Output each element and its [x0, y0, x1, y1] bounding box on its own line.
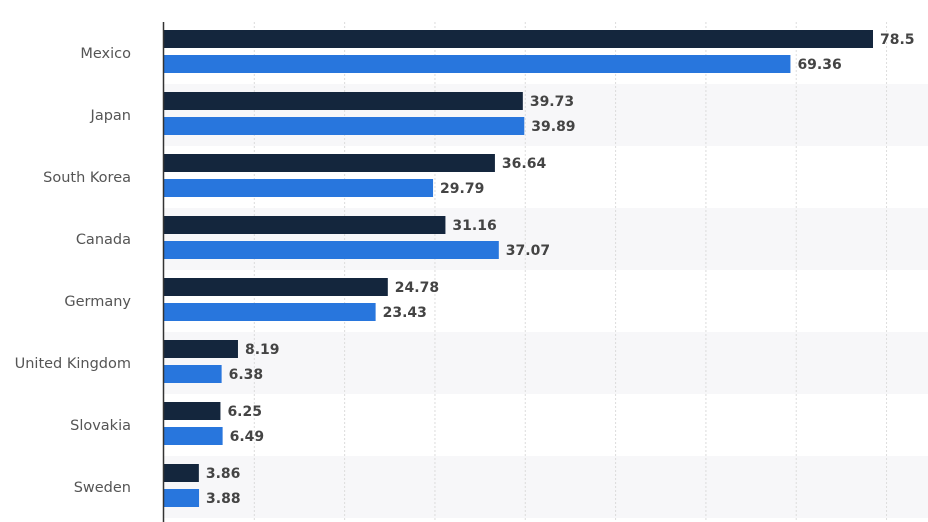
- data-label: 3.88: [206, 491, 241, 507]
- bar: [164, 365, 222, 383]
- bar: [164, 340, 238, 358]
- data-label: 24.78: [395, 280, 439, 296]
- data-label: 29.79: [440, 181, 484, 197]
- bar: [164, 30, 873, 48]
- data-label: 8.19: [245, 342, 280, 358]
- category-label: Japan: [90, 108, 131, 124]
- data-label: 6.49: [230, 429, 265, 445]
- category-label: Canada: [76, 232, 131, 248]
- category-label: United Kingdom: [15, 356, 131, 372]
- category-label: Sweden: [74, 480, 131, 496]
- bar: [164, 402, 221, 420]
- bar: [164, 427, 223, 445]
- category-label: Slovakia: [70, 418, 131, 434]
- data-label: 39.89: [531, 119, 575, 135]
- bar: [164, 55, 791, 73]
- data-label: 6.38: [229, 367, 264, 383]
- data-label: 36.64: [502, 156, 547, 172]
- bar: [164, 117, 525, 135]
- data-label: 39.73: [530, 94, 574, 110]
- bar: [164, 489, 200, 507]
- bar: [164, 278, 388, 296]
- bar: [164, 179, 434, 197]
- bar: [164, 464, 199, 482]
- row-band: [164, 332, 928, 394]
- category-label: South Korea: [43, 170, 131, 186]
- bar: [164, 154, 495, 172]
- bar: [164, 303, 376, 321]
- bar: [164, 241, 499, 259]
- row-band: [164, 456, 928, 518]
- category-label: Mexico: [80, 46, 131, 62]
- data-label: 23.43: [383, 305, 427, 321]
- data-label: 31.16: [452, 218, 496, 234]
- data-label: 3.86: [206, 466, 241, 482]
- bar: [164, 216, 446, 234]
- bar: [164, 92, 523, 110]
- category-label: Germany: [64, 294, 131, 310]
- data-label: 6.25: [227, 404, 262, 420]
- data-label: 78.5: [880, 32, 915, 48]
- data-label: 37.07: [506, 243, 550, 259]
- data-label: 69.36: [797, 57, 841, 73]
